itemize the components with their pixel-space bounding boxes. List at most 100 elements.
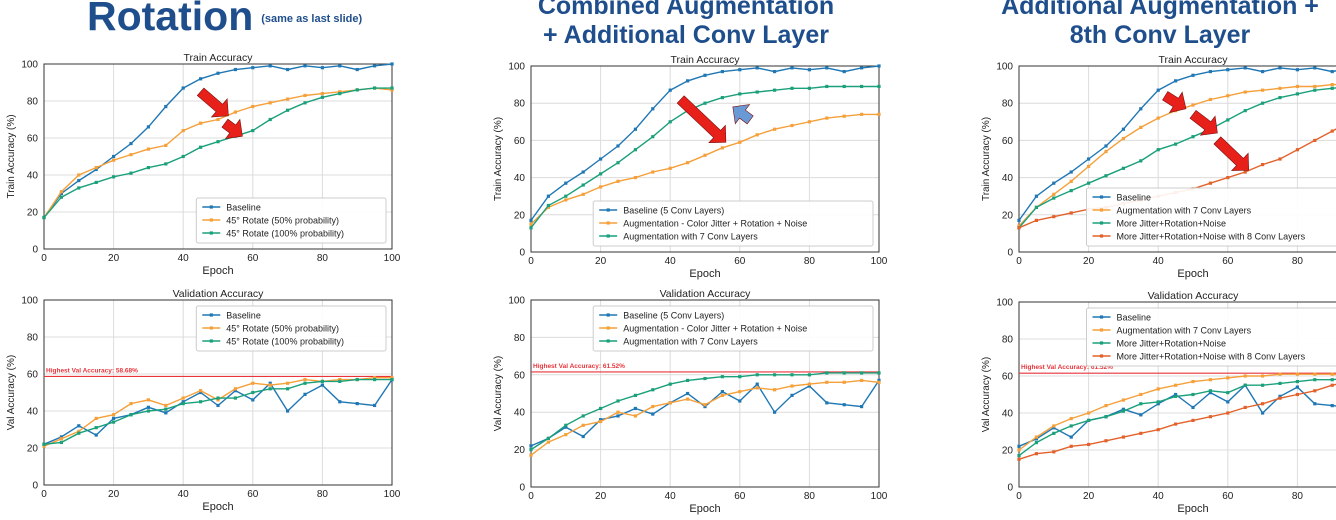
series-point <box>651 388 654 391</box>
series-point <box>321 66 324 69</box>
series-point <box>756 386 759 389</box>
series-point <box>1104 174 1107 177</box>
series-point <box>1296 85 1299 88</box>
series-point <box>1035 219 1038 222</box>
series-point <box>1104 404 1107 407</box>
series-point <box>321 380 324 383</box>
series-point <box>651 412 654 415</box>
y-tick-label: 60 <box>514 136 526 147</box>
series-point <box>651 107 654 110</box>
series-point <box>1122 128 1125 131</box>
chart-title: Validation Accuracy <box>1148 290 1240 302</box>
series-point <box>216 140 219 143</box>
series-point <box>234 68 237 71</box>
series-point <box>1035 435 1038 438</box>
series-point <box>1157 387 1160 390</box>
series-point <box>860 113 863 116</box>
annotation-arrow <box>1190 110 1217 135</box>
series-point <box>1122 398 1125 401</box>
series-point <box>199 146 202 149</box>
series-point <box>860 66 863 69</box>
series-point <box>1296 92 1299 95</box>
series-point <box>112 175 115 178</box>
series-point <box>182 86 185 89</box>
series-point <box>877 381 880 384</box>
series-point <box>1104 150 1107 153</box>
series-point <box>1296 386 1299 389</box>
legend-swatch-marker <box>607 339 610 342</box>
x-tick-label: 80 <box>317 253 329 264</box>
series-point <box>338 400 341 403</box>
series-point <box>303 378 306 381</box>
annotation-arrow <box>1163 92 1187 113</box>
x-tick-label: 40 <box>1153 491 1165 502</box>
legend-swatch-marker <box>1100 221 1103 224</box>
series-point <box>825 381 828 384</box>
x-tick-label: 20 <box>108 489 120 500</box>
series-point <box>164 144 167 147</box>
y-tick-label: 40 <box>514 408 526 419</box>
series-point <box>1331 70 1334 73</box>
series-point <box>564 433 567 436</box>
series-point <box>703 154 706 157</box>
y-tick-label: 0 <box>32 245 38 256</box>
series-point <box>112 421 115 424</box>
series-point <box>234 111 237 114</box>
series-point <box>1278 397 1281 400</box>
series-point <box>216 72 219 75</box>
series-point <box>773 373 776 376</box>
series-point <box>1017 226 1020 229</box>
series-point <box>1139 107 1142 110</box>
series-point <box>564 182 567 185</box>
series-point <box>129 402 132 405</box>
series-point <box>1226 118 1229 121</box>
y-tick-label: 40 <box>27 407 39 418</box>
series-point <box>1296 380 1299 383</box>
series-point <box>616 411 619 414</box>
y-tick-label: 20 <box>514 445 526 456</box>
series-point <box>77 173 80 176</box>
series-point <box>182 396 185 399</box>
series-point <box>773 89 776 92</box>
y-tick-label: 0 <box>519 483 525 494</box>
series-point <box>112 155 115 158</box>
series-point <box>129 153 132 156</box>
series-point <box>1331 373 1334 376</box>
series-point <box>1261 384 1264 387</box>
series-point <box>1070 189 1073 192</box>
y-tick-label: 60 <box>1002 372 1014 383</box>
series-point <box>77 179 80 182</box>
series-point <box>251 382 254 385</box>
legend-swatch-marker <box>210 218 213 221</box>
series-point <box>721 390 724 393</box>
series-point <box>390 86 393 89</box>
series-point <box>825 66 828 69</box>
series-point <box>1209 389 1212 392</box>
series-point <box>1087 443 1090 446</box>
series-point <box>1052 424 1055 427</box>
y-tick-label: 80 <box>514 333 526 344</box>
series-point <box>1070 180 1073 183</box>
series-point <box>808 87 811 90</box>
series-point <box>1226 376 1229 379</box>
series-point <box>147 125 150 128</box>
y-tick-label: 0 <box>1007 248 1013 259</box>
series-point <box>321 96 324 99</box>
series-line-1 <box>531 66 879 220</box>
series-point <box>1244 384 1247 387</box>
y-tick-label: 80 <box>27 333 39 344</box>
series-point <box>773 70 776 73</box>
rotation-title-note: (same as last slide) <box>261 13 362 25</box>
series-point <box>234 387 237 390</box>
series-point <box>1261 102 1264 105</box>
legend-label: Augmentation with 7 Conv Layers <box>1117 206 1252 216</box>
series-point <box>721 146 724 149</box>
series-point <box>373 378 376 381</box>
series-point <box>825 401 828 404</box>
series-point <box>825 85 828 88</box>
legend-label: Augmentation - Color Jitter + Rotation +… <box>623 219 807 229</box>
series-point <box>634 414 637 417</box>
